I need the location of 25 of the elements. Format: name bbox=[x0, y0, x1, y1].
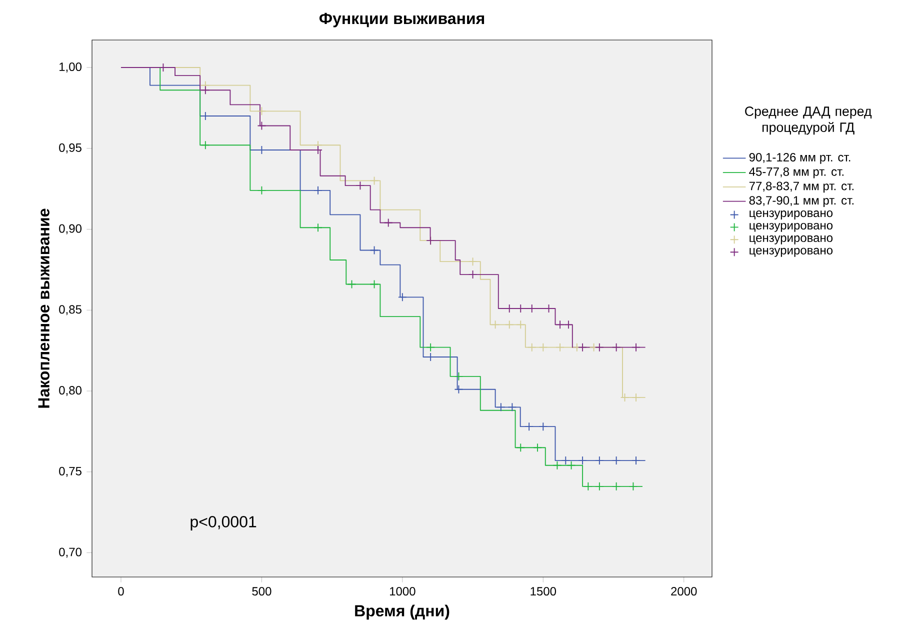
y-tick-label: 0,95 bbox=[59, 143, 82, 154]
legend-label: цензурировано bbox=[750, 235, 833, 244]
chart-title: Функции выживания bbox=[319, 12, 484, 28]
y-tick-label: 0,80 bbox=[59, 386, 82, 396]
legend-label: 90,1-126 мм рт. ст. bbox=[749, 152, 850, 164]
legend-label: 83,7-90,1 мм рт. ст. bbox=[749, 196, 854, 207]
x-tick-label: 2000 bbox=[671, 587, 697, 596]
x-tick-label: 1000 bbox=[390, 587, 416, 596]
y-tick-label: 1,00 bbox=[60, 62, 82, 72]
annotation: p<0,0001 bbox=[190, 516, 256, 531]
y-tick-label: 0,90 bbox=[59, 224, 82, 234]
legend-label: 77,8-83,7 мм рт. ст. bbox=[749, 182, 854, 193]
legend-label: цензурировано bbox=[750, 222, 833, 232]
x-tick-label: 1500 bbox=[530, 587, 556, 596]
y-tick-label: 0,85 bbox=[59, 305, 82, 316]
x-tick-label: 500 bbox=[252, 587, 272, 596]
legend-title: Среднее ДАД перед процедурой ГД bbox=[745, 106, 872, 135]
x-axis-title: Время (дни) bbox=[355, 604, 450, 620]
y-tick-label: 0,75 bbox=[59, 466, 82, 477]
y-tick-label: 0,70 bbox=[59, 548, 82, 558]
x-tick-label: 0 bbox=[118, 587, 124, 596]
legend-label: 45-77,8 мм рт. ст. bbox=[749, 167, 844, 178]
legend-label: цензурировано bbox=[750, 210, 833, 220]
y-axis-title: Накопленное выживание bbox=[38, 208, 50, 408]
legend-label: цензурировано bbox=[750, 248, 833, 257]
